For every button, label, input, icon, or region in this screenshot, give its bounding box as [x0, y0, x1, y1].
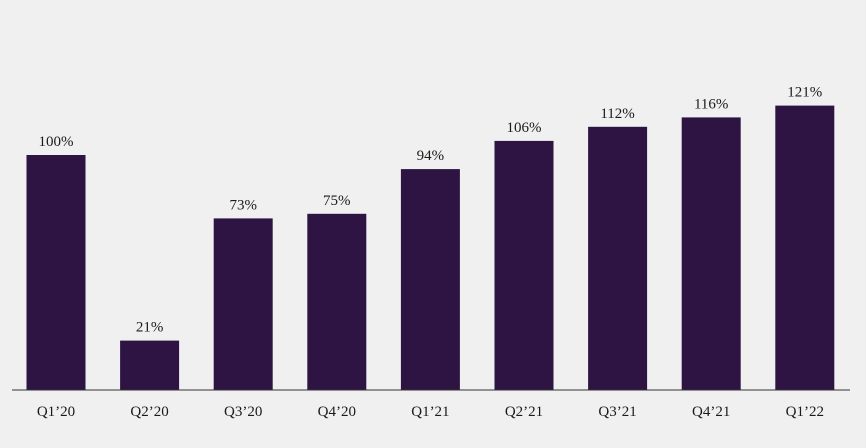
bar-value-label-4: 75% [323, 193, 351, 209]
x-tick-label-7: Q3’21 [598, 404, 636, 420]
bar-value-label-2: 21% [136, 320, 164, 336]
bar-value-label-7: 112% [600, 106, 634, 122]
bar-2 [120, 340, 180, 390]
bar-value-label-1: 100% [39, 134, 74, 150]
bars-group [26, 105, 835, 391]
bar-9 [775, 105, 835, 390]
bar-value-label-8: 116% [694, 96, 728, 112]
x-tick-label-2: Q2’20 [130, 404, 168, 420]
bar-7 [588, 126, 648, 391]
x-tick-label-6: Q2’21 [505, 404, 543, 420]
bar-3 [213, 218, 273, 390]
bar-value-label-9: 121% [787, 85, 822, 101]
bar-value-label-6: 106% [507, 120, 542, 136]
x-tick-label-5: Q1’21 [411, 404, 449, 420]
x-tick-label-8: Q4’21 [692, 404, 730, 420]
x-tick-label-3: Q3’20 [224, 404, 262, 420]
tick-labels-group: Q1’20 Q2’20 Q3’20 Q4’20 Q1’21 Q2’21 Q3’21 Q4’21… [37, 404, 824, 420]
x-tick-label-9: Q1’22 [786, 404, 824, 420]
bar-1 [26, 155, 86, 390]
bar-4 [307, 213, 367, 391]
bar-value-label-3: 73% [229, 197, 257, 213]
bar-5 [400, 169, 460, 390]
x-tick-label-4: Q4’20 [318, 404, 356, 420]
bar-6 [494, 140, 554, 390]
bar-value-label-5: 94% [417, 148, 445, 164]
x-tick-label-1: Q1’20 [37, 404, 75, 420]
bar-labels-group: 100% 21% 73% 75% 94% 106% 112% 116% 121% [39, 85, 823, 336]
bar-8 [681, 117, 741, 391]
